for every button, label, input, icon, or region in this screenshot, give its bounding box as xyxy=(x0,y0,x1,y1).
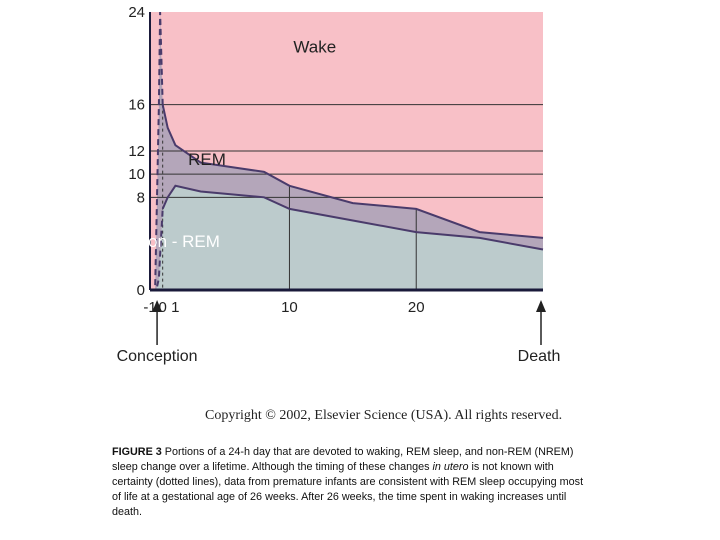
region-non-rem xyxy=(150,185,543,290)
conception-label: Conception xyxy=(117,348,198,365)
y-tick-label: 12 xyxy=(128,143,145,160)
death-arrowhead xyxy=(536,300,546,312)
caption-text-2: is not known with certainty (dotted line… xyxy=(112,461,584,518)
conception-arrowhead xyxy=(152,300,163,312)
region-label-rem: REM xyxy=(188,150,226,169)
sleep-boundary-postnatal xyxy=(161,104,544,239)
figure-caption: FIGURE 3 Portions of a 24-h day that are… xyxy=(112,445,590,520)
x-tick-label: 0 xyxy=(159,299,167,316)
x-tick-label: 1 xyxy=(171,299,179,316)
caption-label: FIGURE 3 xyxy=(112,446,162,458)
y-tick-label: 8 xyxy=(137,189,145,206)
death-label: Death xyxy=(518,348,561,365)
caption-text-1: Portions of a 24-h day that are devoted … xyxy=(112,446,574,473)
copyright-notice: Copyright © 2002, Elsevier Science (USA)… xyxy=(205,408,563,423)
x-tick-label: 10 xyxy=(281,299,298,316)
y-tick-label: 24 xyxy=(128,4,145,21)
y-tick-label: 16 xyxy=(128,97,145,114)
x-tick-label: 20 xyxy=(408,299,425,316)
region-label-non-rem: Non - REM xyxy=(136,232,220,251)
nrem-boundary-postnatal xyxy=(161,184,544,251)
y-tick-label: 10 xyxy=(128,166,145,183)
caption-italic: in utero xyxy=(432,461,469,473)
region-label-wake: Wake xyxy=(293,38,336,57)
y-tick-label: 0 xyxy=(137,282,145,299)
